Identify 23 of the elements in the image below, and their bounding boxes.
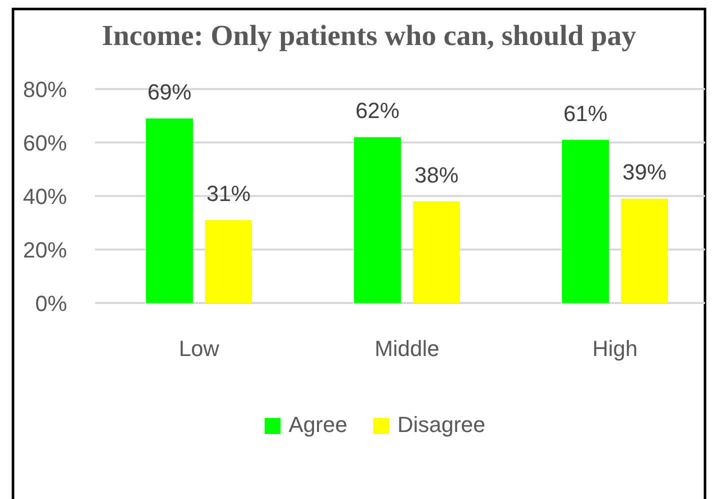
bar [354, 137, 401, 303]
data-label: 39% [622, 160, 667, 185]
data-label: 69% [147, 79, 192, 104]
y-tick-label: 60% [22, 130, 67, 156]
y-tick-label: 20% [22, 237, 67, 262]
y-tick-label: 40% [22, 184, 67, 209]
data-label: 31% [206, 181, 251, 206]
y-tick-label: 80% [22, 76, 67, 102]
legend-label: Disagree [397, 412, 486, 437]
chart-title: Income: Only patients who can, should pay [102, 20, 637, 52]
bar [146, 118, 193, 303]
x-tick-label: High [592, 336, 638, 361]
legend-label: Agree [288, 412, 348, 437]
x-tick-label: Middle [374, 336, 440, 361]
data-label: 62% [355, 98, 400, 124]
bar [621, 198, 668, 303]
x-tick-label: Low [178, 336, 220, 361]
bar [413, 201, 460, 303]
y-tick-label: 0% [35, 290, 67, 316]
data-label: 61% [563, 100, 608, 126]
bar [562, 140, 609, 303]
data-label: 38% [414, 162, 459, 188]
bar [205, 220, 252, 303]
